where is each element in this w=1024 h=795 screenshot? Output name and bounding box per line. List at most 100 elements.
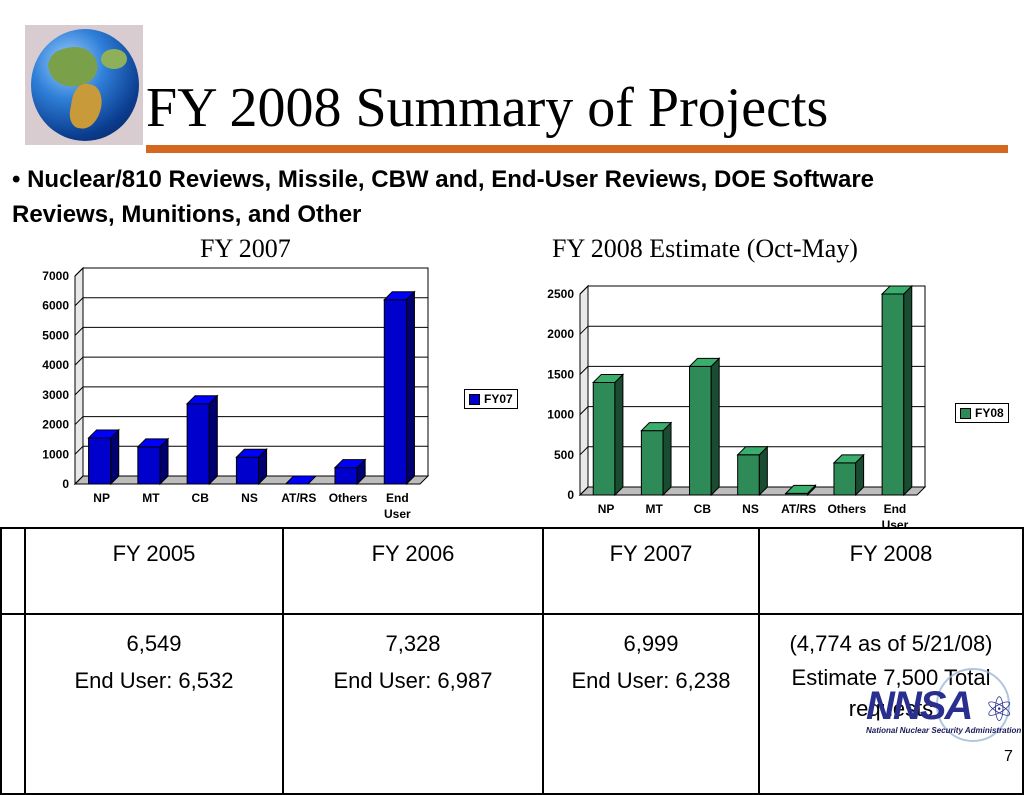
table-row-stub — [0, 613, 26, 795]
chart-side-wall — [579, 284, 589, 497]
slide-title: FY 2008 Summary of Projects — [146, 77, 829, 139]
legend-label-fy08: FY08 — [975, 406, 1004, 420]
table-cell: 6,999 End User: 6,238 — [542, 613, 760, 795]
bar-top — [185, 395, 219, 405]
chart-title-fy2007: FY 2007 — [200, 234, 291, 263]
y-tick-label: 1500 — [547, 367, 574, 381]
table-header-cell: FY 2005 — [24, 527, 284, 615]
gridline — [579, 446, 925, 456]
bar-top — [784, 484, 817, 494]
bar-side — [903, 284, 913, 497]
y-tick-label: 2000 — [547, 327, 574, 341]
y-tick-label: 4000 — [42, 358, 69, 372]
bar-side — [662, 421, 672, 497]
y-tick-label: 3000 — [42, 388, 69, 402]
bar-top — [333, 459, 367, 469]
gridline — [74, 356, 428, 366]
bar — [87, 428, 120, 486]
atom-icon: ⚛ — [984, 691, 1015, 729]
x-tick-label: End — [884, 502, 907, 516]
bar-front — [186, 403, 210, 485]
bar-front — [737, 454, 760, 496]
bullet-text: • Nuclear/810 Reviews, Missile, CBW and,… — [12, 166, 875, 228]
globe-image — [25, 25, 143, 145]
summary-table: FY 2005 FY 2006 FY 2007 FY 2008 6,549 En… — [0, 527, 1024, 795]
y-tick-label: 0 — [62, 477, 69, 491]
bar — [592, 373, 625, 497]
y-tick-label: 2000 — [42, 418, 69, 432]
bar-front — [833, 462, 857, 496]
cell-estimate: Estimate 7,500 Total requests — [791, 665, 991, 721]
bar — [383, 290, 416, 486]
y-tick-label: 7000 — [42, 269, 69, 283]
bar-front — [88, 437, 112, 485]
gridline — [579, 285, 925, 295]
gridline — [74, 326, 428, 336]
table-cell: 6,549 End User: 6,532 — [24, 613, 284, 795]
bar — [832, 453, 865, 497]
gridline — [579, 325, 925, 335]
x-tick-label: CB — [694, 502, 712, 516]
legend-swatch-fy07 — [469, 393, 480, 405]
bar-front — [137, 446, 161, 485]
bar-top — [832, 454, 865, 464]
table-row-stub — [0, 527, 26, 615]
bar — [784, 484, 817, 497]
bar-top — [284, 475, 318, 485]
x-tick-label: Others — [329, 491, 368, 505]
x-tick-label: AT/RS — [281, 491, 316, 505]
cell-total: 6,999 — [623, 631, 679, 656]
bar — [736, 445, 769, 497]
chart-side-wall — [74, 266, 84, 486]
table-header-row: FY 2005 FY 2006 FY 2007 FY 2008 — [0, 527, 1024, 615]
bar-side — [110, 428, 120, 486]
bar-side — [405, 290, 415, 486]
bar-front — [640, 430, 664, 496]
bar-front — [334, 467, 358, 485]
nnsa-subtitle: National Nuclear Security Administration — [866, 726, 1022, 735]
title-underline — [146, 145, 1008, 153]
bar-front — [881, 293, 905, 496]
y-tick-label: 500 — [554, 448, 574, 462]
x-tick-label: NS — [742, 502, 759, 516]
bar-top — [640, 422, 673, 432]
table-cell: 7,328 End User: 6,987 — [282, 613, 544, 795]
table-header-cell: FY 2006 — [282, 527, 544, 615]
bar — [640, 421, 673, 497]
chart-legend-fy07: FY07 — [464, 389, 518, 409]
cell-end-user: End User: 6,987 — [333, 668, 493, 693]
x-tick-label: NS — [241, 491, 258, 505]
legend-swatch-fy08 — [960, 407, 971, 419]
bar-side — [710, 357, 720, 497]
bar-side — [208, 394, 218, 486]
fy2007-bar-chart: 0 1000 2000 3000 4000 5000 6000 7000 NP MT CB NS AT/… — [42, 266, 430, 521]
bar — [333, 458, 367, 486]
bar-top — [736, 446, 769, 456]
gridline — [74, 416, 428, 425]
bar-front — [235, 456, 260, 485]
cell-total: 7,328 — [385, 631, 441, 656]
globe-landmass — [101, 49, 127, 69]
fy2008-bar-chart: 0 500 1000 1500 2000 2500 NP MT CB NS AT/RS Others E… — [547, 284, 927, 532]
bar-top — [87, 429, 120, 439]
bar-top — [592, 373, 625, 383]
gridline — [74, 297, 428, 307]
bar — [185, 394, 219, 486]
chart-back-wall — [82, 267, 429, 477]
nnsa-logo: NNSA ⚛ National Nuclear Security Adminis… — [866, 668, 1022, 742]
y-tick-label: 6000 — [42, 299, 69, 313]
x-tick-label: AT/RS — [781, 502, 816, 516]
bar-top — [383, 291, 416, 301]
x-tick-label: MT — [646, 502, 664, 516]
x-tick-label: NP — [93, 491, 110, 505]
page-number: 7 — [1004, 748, 1013, 765]
doe-seal-icon — [936, 668, 1010, 742]
y-tick-label: 0 — [567, 488, 574, 502]
bar — [136, 437, 170, 486]
nnsa-wordmark: NNSA — [866, 684, 973, 728]
bar-front — [383, 299, 407, 485]
bar-front — [592, 381, 616, 496]
globe-earth — [31, 29, 139, 141]
x-tick-label: Others — [827, 502, 866, 516]
y-tick-label: 5000 — [42, 328, 69, 342]
